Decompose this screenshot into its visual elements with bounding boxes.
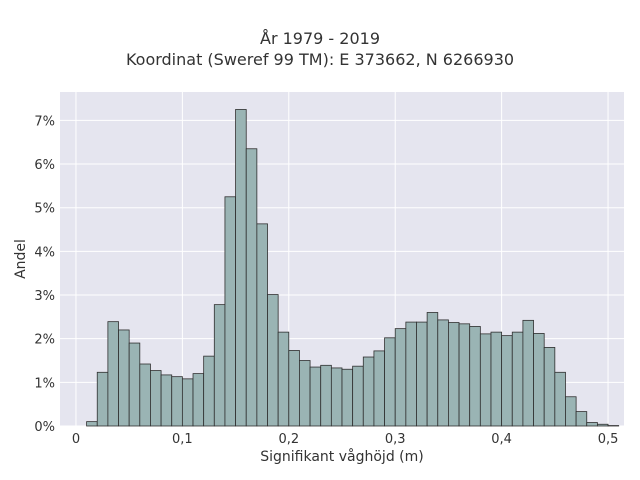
histogram-bar bbox=[171, 376, 183, 427]
histogram-bar bbox=[596, 423, 609, 427]
y-tick-label: 5% bbox=[34, 202, 55, 217]
x-tick-label: 0 bbox=[72, 432, 80, 447]
histogram-bar bbox=[118, 329, 130, 427]
x-tick-label: 0,5 bbox=[598, 432, 619, 447]
histogram-bar bbox=[256, 223, 268, 427]
histogram-bar bbox=[213, 304, 226, 427]
x-axis-label: Signifikant våghöjd (m) bbox=[260, 448, 423, 465]
histogram-bar bbox=[267, 294, 279, 427]
tick-labels: 0 0,1 0,2 0,3 0,4 0,5 0% 1% 2% 3% 4% 5% 6% 7% bbox=[34, 114, 618, 447]
chart-title-line-1: År 1979 - 2019 bbox=[260, 29, 380, 48]
y-tick-label: 3% bbox=[34, 289, 55, 304]
histogram-bar bbox=[501, 335, 513, 427]
histogram-bars bbox=[86, 109, 620, 427]
histogram-bar bbox=[405, 321, 417, 427]
histogram-bar bbox=[235, 109, 247, 427]
histogram-bar bbox=[352, 365, 364, 427]
histogram-bar bbox=[341, 368, 354, 427]
histogram-bar bbox=[437, 319, 449, 427]
histogram-bar bbox=[533, 333, 545, 427]
y-axis-label: Andel bbox=[13, 239, 29, 279]
x-tick-label: 0,2 bbox=[278, 432, 299, 447]
histogram-bar bbox=[522, 319, 534, 427]
histogram-bar bbox=[448, 322, 460, 427]
histogram-bar bbox=[150, 370, 162, 427]
x-tick-label: 0,1 bbox=[172, 432, 193, 447]
y-tick-label: 2% bbox=[34, 333, 55, 348]
histogram-bar bbox=[416, 321, 428, 427]
histogram-bar bbox=[192, 373, 205, 427]
histogram-bar bbox=[277, 331, 290, 427]
histogram-bar bbox=[511, 331, 524, 427]
histogram-bar bbox=[394, 328, 407, 427]
histogram-bar bbox=[245, 148, 258, 427]
histogram-bar bbox=[86, 421, 98, 427]
histogram-bar bbox=[554, 371, 566, 427]
histogram-bar bbox=[586, 422, 598, 427]
histogram-bar bbox=[320, 364, 332, 427]
histogram-bar bbox=[543, 347, 556, 427]
histogram-bar bbox=[299, 360, 311, 427]
histogram-bar bbox=[203, 355, 215, 427]
histogram-bar bbox=[128, 342, 141, 427]
histogram-bar bbox=[469, 326, 481, 427]
histogram-bar bbox=[139, 363, 151, 427]
histogram-bar bbox=[224, 196, 236, 427]
x-tick-label: 0,4 bbox=[491, 432, 512, 447]
histogram-bar bbox=[181, 378, 194, 427]
y-tick-label: 0% bbox=[34, 420, 55, 435]
histogram-bar bbox=[384, 337, 396, 427]
histogram-bar bbox=[479, 333, 492, 427]
histogram-bar bbox=[160, 374, 173, 427]
histogram-bar bbox=[309, 366, 322, 427]
chart-title-line-2: Koordinat (Sweref 99 TM): E 373662, N 62… bbox=[125, 50, 515, 69]
y-tick-label: 4% bbox=[34, 245, 55, 260]
histogram-bar bbox=[330, 367, 343, 427]
histogram-bar bbox=[565, 396, 577, 427]
histogram-bar bbox=[490, 331, 503, 427]
histogram-bar bbox=[96, 371, 109, 427]
histogram-bar bbox=[107, 321, 119, 427]
gridlines bbox=[60, 92, 624, 427]
histogram-bar bbox=[288, 350, 300, 427]
histogram-bar bbox=[373, 350, 385, 427]
histogram-bar bbox=[426, 312, 439, 427]
x-tick-label: 0,3 bbox=[385, 432, 406, 447]
histogram-bar bbox=[458, 323, 471, 427]
y-tick-label: 1% bbox=[34, 376, 55, 391]
y-tick-label: 6% bbox=[34, 158, 55, 173]
histogram-bar bbox=[575, 411, 588, 427]
histogram-bar bbox=[362, 356, 375, 427]
y-tick-label: 7% bbox=[34, 114, 55, 129]
